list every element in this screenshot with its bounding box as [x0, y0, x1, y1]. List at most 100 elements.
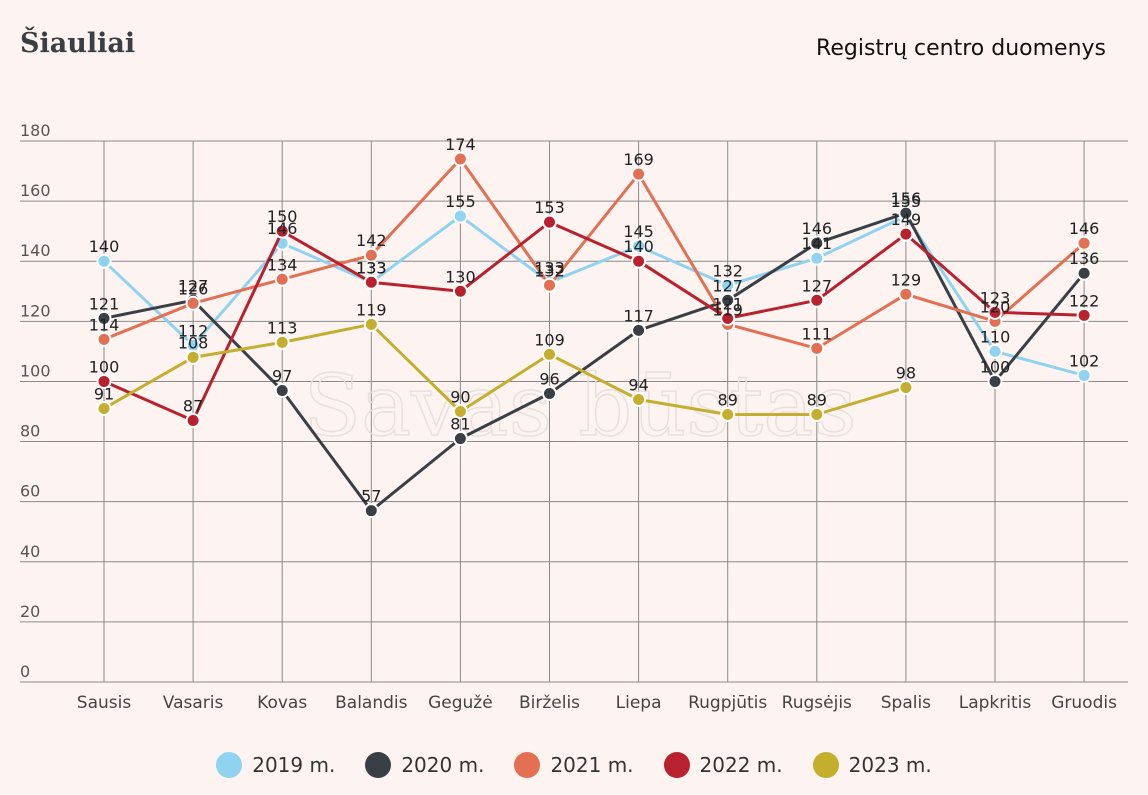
- data-point[interactable]: [96, 310, 112, 326]
- legend-item[interactable]: 2020 m.: [365, 752, 484, 778]
- data-point[interactable]: [274, 271, 290, 287]
- legend-swatch: [365, 752, 392, 778]
- legend-label: 2023 m.: [848, 753, 932, 777]
- data-label: 149: [891, 210, 922, 229]
- legend-item[interactable]: 2023 m.: [812, 752, 932, 778]
- data-point[interactable]: [809, 235, 825, 251]
- data-point[interactable]: [987, 343, 1003, 359]
- data-label: 121: [89, 294, 120, 313]
- data-point[interactable]: [542, 214, 557, 230]
- data-point[interactable]: [809, 250, 825, 266]
- data-point[interactable]: [1076, 235, 1092, 251]
- legend-swatch: [514, 752, 541, 778]
- data-point[interactable]: [96, 331, 112, 347]
- data-label: 133: [356, 258, 387, 277]
- data-point[interactable]: [185, 413, 201, 429]
- data-point[interactable]: [898, 226, 914, 242]
- data-point[interactable]: [452, 404, 468, 419]
- legend-label: 2019 m.: [252, 753, 336, 777]
- data-point[interactable]: [809, 292, 825, 308]
- data-point[interactable]: [720, 310, 736, 326]
- data-point[interactable]: [631, 238, 647, 254]
- data-point[interactable]: [96, 253, 112, 269]
- source-label: Registrų centro duomenys: [816, 36, 1106, 61]
- data-point[interactable]: [898, 379, 914, 395]
- legend-label: 2020 m.: [401, 753, 485, 777]
- data-point[interactable]: [542, 385, 557, 401]
- data-point[interactable]: [987, 304, 1003, 320]
- data-point[interactable]: [363, 503, 379, 519]
- data-label: 133: [534, 258, 565, 277]
- y-tick-label: 0: [20, 662, 30, 681]
- data-label: 90: [450, 388, 470, 407]
- data-label: 121: [712, 294, 743, 313]
- data-point[interactable]: [452, 283, 468, 299]
- x-tick-label: Gegužė: [428, 693, 493, 713]
- y-tick-label: 160: [20, 181, 51, 200]
- data-labels: 1401121461331551331451321411551101021211…: [89, 135, 1100, 506]
- data-point[interactable]: [542, 346, 557, 362]
- data-label: 120: [980, 297, 1011, 316]
- data-point[interactable]: [898, 286, 914, 302]
- data-point[interactable]: [96, 373, 112, 389]
- x-tick-label: Kovas: [257, 693, 307, 713]
- data-point[interactable]: [274, 223, 290, 239]
- data-label: 146: [267, 219, 298, 238]
- data-label: 134: [267, 255, 298, 274]
- data-point[interactable]: [542, 277, 557, 293]
- data-point[interactable]: [452, 431, 468, 447]
- data-point[interactable]: [96, 400, 112, 416]
- legend-item[interactable]: 2021 m.: [514, 752, 634, 778]
- legend-item[interactable]: 2022 m.: [663, 752, 783, 778]
- series-line: [103, 322, 907, 416]
- data-label: 140: [623, 237, 654, 256]
- x-tick-label: Rugsėjis: [782, 693, 852, 713]
- data-point[interactable]: [631, 253, 647, 269]
- data-label: 108: [178, 333, 209, 352]
- data-point[interactable]: [631, 322, 647, 338]
- data-point[interactable]: [274, 334, 290, 350]
- data-label: 111: [802, 324, 833, 343]
- data-point[interactable]: [452, 208, 468, 224]
- data-point[interactable]: [363, 316, 379, 332]
- data-label: 123: [980, 288, 1011, 307]
- series-4: [96, 316, 914, 423]
- legend-swatch: [812, 752, 839, 778]
- x-tick-label: Spalis: [881, 693, 931, 713]
- data-label: 81: [450, 415, 470, 434]
- data-point[interactable]: [987, 373, 1003, 389]
- data-point[interactable]: [185, 349, 201, 365]
- series-2: [96, 151, 1092, 356]
- data-point[interactable]: [274, 382, 290, 398]
- data-label: 130: [445, 267, 476, 286]
- data-label: 89: [807, 391, 827, 410]
- data-label: 97: [272, 366, 292, 385]
- data-point[interactable]: [809, 407, 825, 423]
- data-point[interactable]: [631, 166, 647, 182]
- x-tick-label: Balandis: [335, 693, 408, 713]
- data-label: 126: [178, 279, 209, 298]
- data-point[interactable]: [720, 407, 736, 423]
- legend-label: 2022 m.: [699, 753, 783, 777]
- data-point[interactable]: [363, 247, 379, 263]
- data-point[interactable]: [363, 274, 379, 290]
- legend-item[interactable]: 2019 m.: [216, 752, 335, 778]
- data-point[interactable]: [631, 391, 647, 407]
- series-line: [103, 157, 1086, 350]
- legend-swatch: [663, 752, 690, 778]
- data-point[interactable]: [809, 340, 825, 356]
- data-label: 145: [623, 222, 654, 241]
- data-label: 156: [891, 189, 922, 208]
- data-point[interactable]: [720, 277, 736, 293]
- data-point[interactable]: [898, 205, 914, 221]
- data-point[interactable]: [1076, 367, 1092, 383]
- data-point[interactable]: [185, 295, 201, 311]
- data-point[interactable]: [452, 151, 468, 167]
- data-label: 132: [712, 261, 743, 280]
- data-label: 98: [896, 363, 916, 382]
- data-point[interactable]: [720, 292, 736, 308]
- data-point[interactable]: [1076, 307, 1092, 323]
- data-point[interactable]: [1076, 265, 1092, 281]
- data-label: 146: [802, 219, 833, 238]
- series-1: [96, 205, 1092, 519]
